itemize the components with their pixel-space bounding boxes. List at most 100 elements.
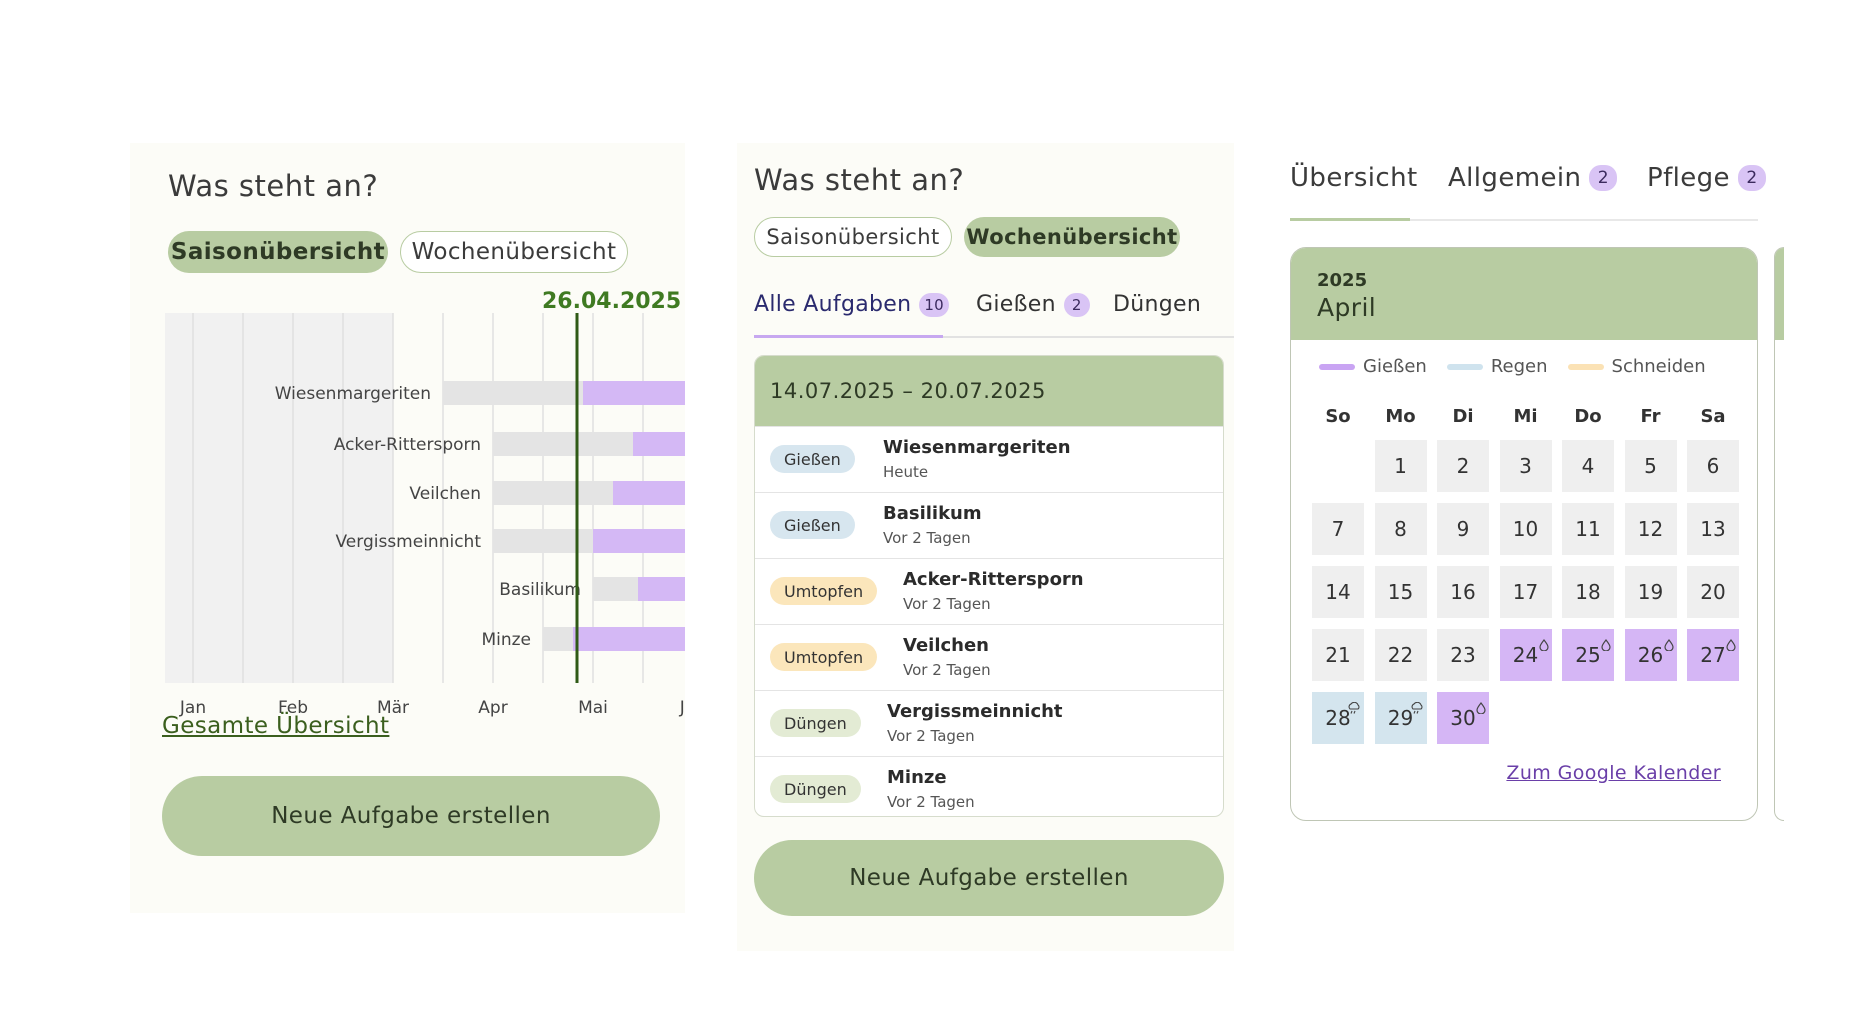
calendar-day[interactable]: 27	[1687, 629, 1739, 681]
calendar-day-number: 4	[1581, 454, 1595, 478]
weekday-header: So	[1325, 406, 1351, 427]
tab-week-overview[interactable]: Wochenübersicht	[964, 217, 1180, 257]
filter-tab-watering[interactable]: Gießen 2	[976, 292, 1090, 317]
calendar-day-number: 25	[1575, 643, 1601, 667]
filter-tab-fertilizing[interactable]: Düngen	[1113, 292, 1201, 317]
calendar-day-number: 16	[1450, 580, 1476, 604]
task-row[interactable]: Düngen Vergissmeinnicht Vor 2 Tagen	[755, 690, 1223, 756]
calendar-day[interactable]: 21	[1312, 629, 1364, 681]
calendar-card: 2025 April Gießen Regen Schneiden So Mo Di…	[1290, 247, 1758, 821]
calendar-day[interactable]: 18	[1562, 566, 1614, 618]
legend-swatch	[1567, 363, 1604, 370]
task-row[interactable]: Gießen Basilikum Vor 2 Tagen	[755, 492, 1223, 558]
calendar-day-number: 11	[1575, 517, 1601, 541]
task-type-tag: Gießen	[770, 445, 855, 473]
x-tick-label: Jan	[179, 698, 206, 718]
tab-divider	[1290, 219, 1758, 221]
task-row[interactable]: Umtopfen Acker-Rittersporn Vor 2 Tagen	[755, 558, 1223, 624]
calendar-day[interactable]: 11	[1562, 503, 1614, 555]
calendar-day[interactable]: 26	[1624, 629, 1677, 681]
calendar-day-number: 20	[1700, 580, 1726, 604]
calendar-day[interactable]: 24	[1499, 629, 1552, 681]
calendar-day[interactable]: 29	[1374, 692, 1427, 744]
weekday-header: Do	[1574, 406, 1602, 427]
calendar-day[interactable]: 30	[1437, 692, 1489, 744]
tab-care[interactable]: Pflege 2	[1647, 163, 1766, 193]
row-label: Wiesenmargeriten	[275, 384, 431, 404]
calendar-day[interactable]: 8	[1374, 503, 1427, 555]
tab-general[interactable]: Allgemein 2	[1448, 163, 1618, 193]
tab-season-overview[interactable]: Saisonübersicht	[168, 231, 388, 273]
calendar-day-number: 14	[1325, 580, 1351, 604]
task-due-text: Vor 2 Tagen	[887, 727, 975, 745]
season-overview-panel: Was steht an? Saisonübersicht Wochenüber…	[130, 143, 685, 913]
calendar-day[interactable]: 19	[1624, 566, 1677, 618]
calendar-day[interactable]: 4	[1562, 440, 1614, 492]
legend-swatch	[1446, 363, 1483, 370]
google-calendar-link[interactable]: Zum Google Kalender	[1506, 762, 1721, 784]
calendar-day-number: 26	[1637, 643, 1664, 667]
task-due-text: Vor 2 Tagen	[883, 529, 971, 547]
calendar-day[interactable]: 2	[1437, 440, 1489, 492]
calendar-day[interactable]: 6	[1687, 440, 1739, 492]
calendar-legend: Gießen Regen Schneiden	[1319, 356, 1706, 377]
calendar-day-number: 6	[1706, 454, 1720, 478]
calendar-day-number: 23	[1450, 643, 1476, 667]
active-tab-indicator	[1290, 218, 1410, 221]
calendar-day[interactable]: 13	[1687, 503, 1739, 555]
task-row[interactable]: Umtopfen Veilchen Vor 2 Tagen	[755, 624, 1223, 690]
full-overview-link[interactable]: Gesamte Übersicht	[162, 713, 390, 739]
calendar-day[interactable]: 1	[1374, 440, 1427, 492]
calendar-day[interactable]: 17	[1499, 566, 1552, 618]
calendar-day[interactable]: 10	[1499, 503, 1552, 555]
bar-past	[443, 381, 583, 405]
new-task-button[interactable]: Neue Aufgabe erstellen	[162, 776, 660, 856]
task-plant-name: Minze	[887, 767, 947, 788]
x-tick-label: Feb	[278, 698, 308, 718]
calendar-day-number: 29	[1387, 706, 1414, 730]
tab-overview[interactable]: Übersicht	[1290, 163, 1418, 193]
task-row[interactable]: Gießen Wiesenmargeriten Heute	[755, 426, 1223, 492]
calendar-day[interactable]: 14	[1312, 566, 1364, 618]
filter-tab-fertilizing-label: Düngen	[1113, 292, 1202, 317]
tab-season-overview[interactable]: Saisonübersicht	[754, 217, 952, 257]
tab-divider	[754, 336, 1234, 338]
calendar-day[interactable]: 16	[1437, 566, 1489, 618]
calendar-day[interactable]: 3	[1499, 440, 1552, 492]
calendar-day[interactable]: 25	[1562, 629, 1614, 681]
calendar-day[interactable]: 22	[1374, 629, 1427, 681]
bar-upcoming	[593, 529, 685, 553]
calendar-day-number: 8	[1394, 517, 1407, 541]
legend-item-pruning: Schneiden	[1567, 356, 1706, 377]
x-tick-label: Mär	[377, 698, 409, 718]
row-label: Veilchen	[409, 484, 481, 504]
row-label: Basilikum	[499, 580, 581, 600]
calendar-day[interactable]: 9	[1437, 503, 1489, 555]
calendar-day[interactable]: 23	[1437, 629, 1489, 681]
week-task-card: 14.07.2025 – 20.07.2025 Gießen Wiesenmarg…	[754, 355, 1224, 817]
calendar-day[interactable]: 15	[1374, 566, 1427, 618]
calendar-day[interactable]: 12	[1624, 503, 1677, 555]
bar-upcoming	[573, 627, 685, 651]
tab-week-overview[interactable]: Wochenübersicht	[400, 231, 628, 273]
weekday-header: Fr	[1640, 406, 1661, 427]
x-tick-label: Apr	[478, 698, 507, 718]
filter-tab-all[interactable]: Alle Aufgaben 10	[754, 292, 950, 317]
calendar-day[interactable]: 5	[1624, 440, 1677, 492]
calendar-day[interactable]: 7	[1312, 503, 1364, 555]
task-plant-name: Basilikum	[883, 503, 982, 524]
bar-upcoming	[633, 432, 685, 456]
calendar-day-number: 27	[1700, 643, 1726, 667]
water-drop-icon	[1538, 632, 1549, 656]
calendar-day-number: 19	[1637, 580, 1664, 604]
legend-swatch	[1319, 363, 1355, 370]
new-task-button[interactable]: Neue Aufgabe erstellen	[754, 840, 1224, 916]
calendar-day-number: 30	[1450, 706, 1476, 730]
row-label: Minze	[481, 630, 531, 650]
calendar-day[interactable]: 28	[1312, 692, 1364, 744]
calendar-day[interactable]: 20	[1687, 566, 1739, 618]
next-calendar-card-peek[interactable]	[1774, 247, 1784, 821]
calendar-day-number: 18	[1575, 580, 1601, 604]
task-row[interactable]: Düngen Minze Vor 2 Tagen	[755, 756, 1223, 816]
calendar-panel: Übersicht Allgemein 2 Pflege 2 2025 Apri…	[1290, 143, 1780, 843]
